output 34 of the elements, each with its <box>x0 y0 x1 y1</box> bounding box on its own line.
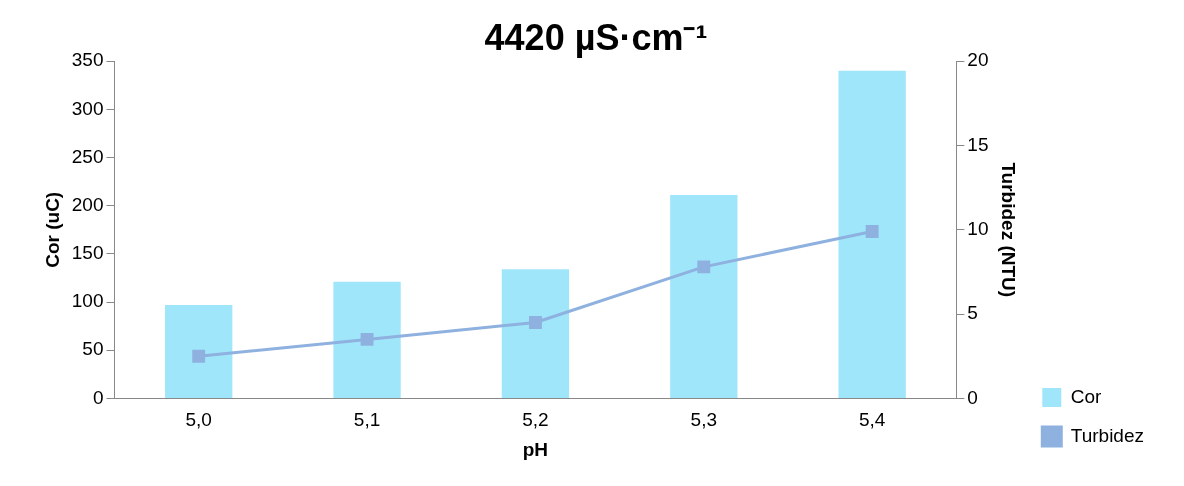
chart-title: 4420 µS·cm⁻¹ <box>484 16 708 58</box>
y2-tick-label: 10 <box>967 218 989 240</box>
y-tick-label: 0 <box>92 386 104 408</box>
x-axis-title: pH <box>522 438 549 460</box>
y-tick-label: 250 <box>71 145 104 167</box>
y-tick-label: 100 <box>71 290 104 312</box>
legend-label: Cor <box>1070 385 1103 407</box>
bar <box>838 70 906 398</box>
point <box>865 225 879 238</box>
point <box>528 316 542 329</box>
x-tick-label: 5,3 <box>690 409 718 431</box>
bar <box>165 304 233 398</box>
y-tick-label: 300 <box>71 97 104 119</box>
y-tick-label: 50 <box>82 338 104 360</box>
x-tick-label: 5,4 <box>858 409 886 431</box>
y-tick-label: 150 <box>71 242 104 264</box>
point <box>192 349 206 363</box>
y-axis-title: Cor (uC) <box>41 191 63 268</box>
bar <box>501 269 570 398</box>
legend-label: Turbidez <box>1070 424 1144 446</box>
y2-tick-label: 15 <box>967 133 989 155</box>
point <box>697 260 711 274</box>
y-tick-label: 200 <box>71 193 104 215</box>
point <box>360 332 374 346</box>
y2-tick-label: 5 <box>967 302 978 324</box>
x-tick-label: 5,2 <box>522 409 549 431</box>
bar <box>670 195 738 398</box>
x-tick-label: 5,1 <box>353 409 381 431</box>
bar <box>333 281 401 398</box>
y-tick-label: 350 <box>71 49 104 71</box>
y2-tick-label: 20 <box>967 49 989 71</box>
x-tick-label: 5,0 <box>185 409 212 431</box>
y2-axis-title: Turbidez (NTU) <box>997 162 1019 298</box>
y2-tick-label: 0 <box>967 386 978 408</box>
